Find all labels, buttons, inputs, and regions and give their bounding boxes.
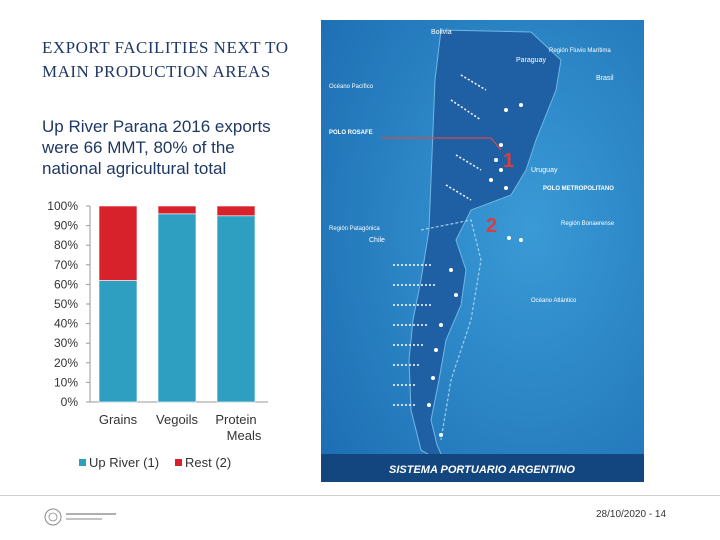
port-dots xyxy=(427,103,523,437)
label-paraguay: Paraguay xyxy=(516,57,546,64)
emblem-icon xyxy=(44,508,62,526)
bar-segment xyxy=(98,205,138,281)
x-tick-label: Meals xyxy=(227,428,262,443)
stacked-bar-chart: 0% 10% 20% 30% 40% 50% 60% 70% 80% 90% 100% Grains… xyxy=(47,199,268,470)
y-tick-label: 40% xyxy=(54,317,78,331)
footer-divider xyxy=(0,495,720,496)
y-axis-ticks: 0% 10% 20% 30% 40% 50% 60% 70% 80% 90% 100% xyxy=(47,199,90,409)
y-tick-label: 80% xyxy=(54,238,78,252)
slide-subtitle: Up River Parana 2016 exports were 66 MMT… xyxy=(42,117,271,178)
x-tick-label: Vegoils xyxy=(156,412,198,427)
y-tick-label: 10% xyxy=(54,375,78,389)
legend-label: Up River (1) xyxy=(89,455,159,470)
map-caption: SISTEMA PORTUARIO ARGENTINO xyxy=(389,464,575,476)
label-region-fluvial: Región Fluvio Marítima xyxy=(549,48,611,54)
bars xyxy=(98,205,256,403)
y-tick-label: 60% xyxy=(54,277,78,291)
label-atlantic: Océano Atlántico xyxy=(531,298,577,304)
y-tick-label: 90% xyxy=(54,219,78,233)
label-polo-metro: POLO METROPOLITANO xyxy=(543,186,614,192)
y-tick-label: 0% xyxy=(61,395,79,409)
bar-segment xyxy=(157,213,197,403)
x-tick-label: Grains xyxy=(99,412,138,427)
y-tick-label: 30% xyxy=(54,336,78,350)
label-pacific: Océano Pacífico xyxy=(329,84,374,90)
footer-logo xyxy=(44,508,116,526)
label-region-bonaerense: Región Bonaerense xyxy=(561,221,615,227)
label-polo-rosafe: POLO ROSAFE xyxy=(329,130,373,136)
label-uruguay: Uruguay xyxy=(531,167,558,174)
footer-date-page: 28/10/2020 - 14 xyxy=(596,509,667,520)
y-tick-label: 70% xyxy=(54,258,78,272)
legend-swatch xyxy=(79,459,86,466)
shipping-arrows xyxy=(393,74,487,406)
bar-segment xyxy=(157,205,197,215)
legend: Up River (1) Rest (2) xyxy=(79,455,231,470)
legend-swatch xyxy=(175,459,182,466)
southern-region-highlight xyxy=(420,219,482,441)
label-brasil: Brasil xyxy=(596,75,614,82)
x-tick-label: Protein xyxy=(215,412,256,427)
bar-segment xyxy=(98,280,138,403)
slide-title: EXPORT FACILITIES NEXT TO MAIN PRODUCTIO… xyxy=(42,38,289,81)
argentina-landmass xyxy=(408,29,562,467)
y-tick-label: 100% xyxy=(47,199,78,213)
rosafe-marker-line xyxy=(381,137,502,151)
y-tick-label: 50% xyxy=(54,297,78,311)
label-chile: Chile xyxy=(369,237,385,244)
label-region-patagonica: Región Patagónica xyxy=(329,226,380,232)
bar-segment xyxy=(216,205,256,217)
label-bolivia: Bolivia xyxy=(431,29,452,36)
legend-label: Rest (2) xyxy=(185,455,231,470)
map-caption-bar xyxy=(321,454,644,482)
y-tick-label: 20% xyxy=(54,356,78,370)
marker-2: 2 xyxy=(486,215,497,237)
bar-segment xyxy=(216,215,256,403)
marker-1: 1 xyxy=(503,150,514,172)
argentina-port-map: 1 2 Bolivia Región Fluvio Marítima Parag… xyxy=(321,20,644,482)
